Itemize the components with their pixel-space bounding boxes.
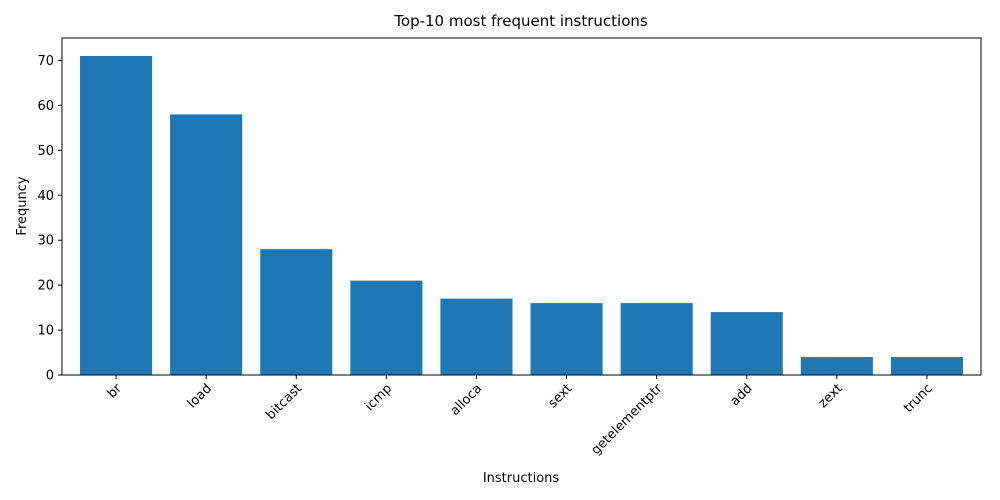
y-tick-label: 70 bbox=[37, 54, 54, 69]
x-tick-label: icmp bbox=[362, 381, 395, 414]
y-axis-label: Frequncy bbox=[15, 176, 30, 235]
x-tick-label: trunc bbox=[901, 381, 936, 416]
bar-trunc bbox=[890, 357, 963, 375]
x-tick-label: sext bbox=[545, 381, 575, 411]
y-tick-label: 20 bbox=[37, 279, 54, 294]
x-tick-label: bitcast bbox=[263, 381, 305, 423]
bar-load bbox=[170, 114, 243, 376]
bar-icmp bbox=[350, 280, 423, 375]
x-tick-label: br bbox=[105, 381, 126, 402]
bar-sext bbox=[530, 303, 603, 375]
y-tick-label: 30 bbox=[37, 234, 54, 249]
chart-title: Top-10 most frequent instructions bbox=[393, 12, 648, 30]
bar-getelementptr bbox=[620, 303, 693, 375]
y-tick-label: 40 bbox=[37, 189, 54, 204]
bar-br bbox=[80, 55, 153, 376]
bar-alloca bbox=[440, 298, 513, 375]
y-tick-label: 10 bbox=[37, 324, 54, 339]
x-tick-label: load bbox=[185, 381, 215, 411]
bar-add bbox=[710, 312, 783, 375]
y-tick-label: 0 bbox=[46, 369, 54, 384]
x-axis: br load bitcast icmp alloca sext getelementptr… bbox=[105, 375, 936, 458]
y-axis: 0 10 20 30 40 50 60 70 bbox=[37, 54, 62, 384]
x-tick-label: add bbox=[728, 381, 756, 409]
bars-group bbox=[80, 55, 963, 376]
y-tick-label: 60 bbox=[37, 99, 54, 114]
bar-zext bbox=[800, 357, 873, 375]
bar-bitcast bbox=[260, 249, 333, 375]
x-tick-label: getelementptr bbox=[589, 381, 666, 458]
x-tick-label: zext bbox=[816, 381, 846, 411]
x-tick-label: alloca bbox=[448, 381, 486, 419]
x-axis-label: Instructions bbox=[483, 471, 560, 486]
plot-frame bbox=[61, 37, 982, 376]
y-tick-label: 50 bbox=[37, 144, 54, 159]
